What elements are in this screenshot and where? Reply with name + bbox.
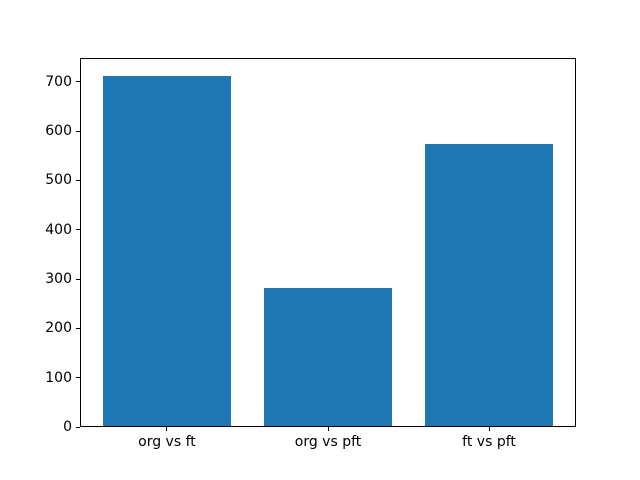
y-tick-label: 0 xyxy=(63,419,72,435)
y-tick-label: 100 xyxy=(45,369,72,386)
y-tick-mark xyxy=(76,278,80,280)
bar-ft-vs-pft xyxy=(424,143,554,427)
y-tick-label: 500 xyxy=(45,172,72,189)
plot-area xyxy=(80,58,576,427)
x-tick-mark xyxy=(166,427,168,431)
y-tick-mark xyxy=(76,179,80,181)
y-tick-mark xyxy=(76,327,80,329)
x-tick-mark xyxy=(327,427,329,431)
y-tick-label: 400 xyxy=(45,221,72,238)
x-tick-mark xyxy=(488,427,490,431)
y-tick-mark xyxy=(76,377,80,379)
y-tick-mark xyxy=(76,229,80,231)
x-tick-label: ft vs pft xyxy=(462,434,516,450)
x-tick-label: org vs pft xyxy=(294,434,362,450)
y-tick-mark xyxy=(76,426,80,428)
y-tick-label: 700 xyxy=(45,73,72,90)
y-tick-label: 600 xyxy=(45,123,72,139)
bar-org-vs-ft xyxy=(102,75,232,427)
y-tick-label: 200 xyxy=(45,320,72,337)
y-tick-mark xyxy=(76,81,80,83)
y-tick-label: 300 xyxy=(45,271,72,287)
bar-org-vs-pft xyxy=(263,288,393,427)
y-tick-mark xyxy=(76,130,80,132)
x-tick-label: org vs ft xyxy=(138,434,196,450)
